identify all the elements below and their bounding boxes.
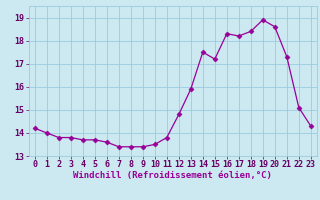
X-axis label: Windchill (Refroidissement éolien,°C): Windchill (Refroidissement éolien,°C) <box>73 171 272 180</box>
